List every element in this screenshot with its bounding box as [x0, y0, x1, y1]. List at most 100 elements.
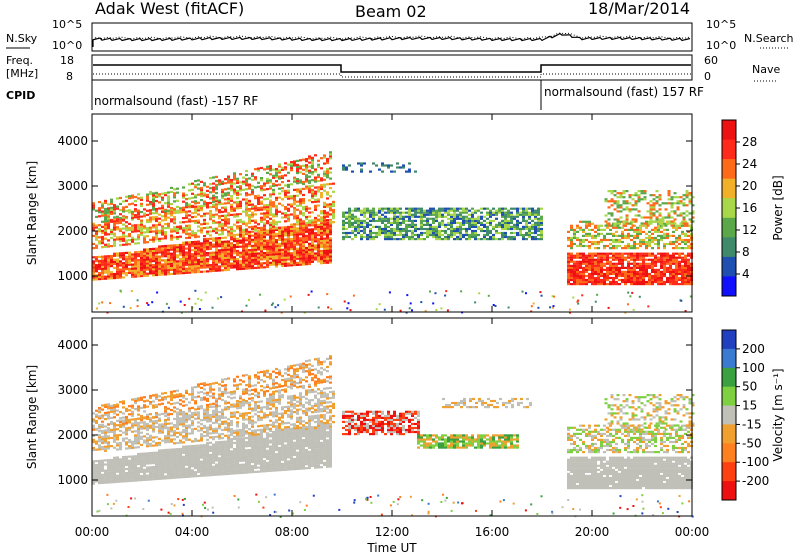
- noise-cell: [572, 296, 575, 299]
- noise-traces: [92, 32, 691, 47]
- echo-cell: [146, 231, 149, 234]
- echo-cell: [639, 258, 642, 261]
- echo-cell: [293, 227, 296, 230]
- echo-cell: [305, 230, 308, 233]
- echo-cell: [131, 214, 134, 217]
- echo-cell: [657, 230, 660, 233]
- echo-cell: [522, 225, 525, 228]
- echo-cell: [645, 232, 648, 235]
- echo-cell: [603, 256, 606, 259]
- echo-cell: [667, 216, 671, 219]
- echo-cell: [95, 260, 98, 263]
- echo-cell: [113, 204, 116, 207]
- echo-cell: [110, 277, 113, 280]
- echo-cell: [266, 167, 269, 170]
- echo-cell: [384, 211, 387, 214]
- echo-cell: [408, 219, 411, 222]
- echo-cell: [579, 254, 582, 257]
- echo-cell: [588, 220, 591, 223]
- echo-cell: [299, 165, 302, 168]
- echo-cell: [206, 237, 209, 241]
- echo-cell: [242, 188, 245, 191]
- echo-cell: [185, 241, 188, 244]
- echo-cell: [173, 462, 176, 465]
- echo-cell: [691, 216, 695, 219]
- echo-cell: [269, 263, 272, 266]
- echo-cell: [125, 472, 128, 475]
- echo-cell: [348, 217, 351, 220]
- echo-cell: [453, 231, 456, 235]
- echo-cell: [218, 221, 221, 224]
- echo-cell: [576, 264, 579, 267]
- echo-cell: [98, 478, 101, 481]
- echo-cell: [465, 217, 468, 220]
- echo-cell: [299, 179, 302, 182]
- echo-cell: [278, 169, 281, 172]
- echo-cell: [140, 470, 143, 474]
- echo-cell: [510, 231, 513, 235]
- echo-cell: [323, 255, 326, 258]
- echo-cell: [173, 456, 176, 459]
- echo-cell: [203, 256, 206, 259]
- echo-cell: [687, 276, 690, 280]
- echo-cell: [681, 283, 684, 286]
- echo-cell: [537, 209, 540, 212]
- echo-cell: [224, 236, 227, 239]
- echo-cell: [152, 270, 155, 273]
- echo-cell: [164, 457, 167, 460]
- echo-cell: [305, 174, 308, 177]
- echo-cell: [621, 266, 624, 269]
- echo-cell: [402, 221, 405, 224]
- echo-cell: [134, 210, 137, 213]
- echo-cell: [619, 216, 623, 219]
- echo-cell: [314, 236, 317, 239]
- echo-cell: [648, 276, 651, 280]
- echo-cell: [540, 217, 543, 220]
- echo-cell: [104, 267, 107, 270]
- echo-cell: [197, 235, 200, 238]
- echo-cell: [570, 268, 573, 271]
- echo-cell: [182, 455, 185, 458]
- echo-cell: [137, 273, 140, 276]
- echo-cell: [393, 211, 396, 214]
- echo-cell: [188, 197, 191, 200]
- echo-cell: [284, 206, 287, 209]
- echo-cell: [630, 228, 633, 231]
- echo-cell: [308, 181, 311, 184]
- echo-cell: [182, 208, 185, 212]
- echo-cell: [284, 264, 287, 267]
- echo-cell: [314, 234, 317, 237]
- echo-cell: [131, 479, 134, 482]
- echo-cell: [308, 238, 311, 241]
- echo-cell: [299, 200, 302, 203]
- echo-cell: [299, 227, 302, 230]
- echo-cell: [182, 194, 185, 197]
- echo-cell: [375, 219, 378, 222]
- echo-cell: [345, 221, 348, 224]
- echo-cell: [128, 469, 131, 472]
- echo-cell: [212, 176, 215, 179]
- echo-cell: [263, 226, 266, 229]
- echo-cell: [257, 242, 260, 245]
- echo-cell: [299, 190, 302, 193]
- echo-cell: [122, 456, 125, 459]
- echo-cell: [167, 462, 170, 466]
- echo-cell: [257, 167, 260, 170]
- echo-cell: [573, 268, 576, 271]
- echo-cell: [233, 235, 236, 239]
- echo-cell: [613, 194, 617, 197]
- echo-cell: [646, 224, 650, 227]
- echo-cell: [104, 471, 107, 474]
- echo-cell: [390, 231, 393, 235]
- echo-cell: [299, 263, 302, 266]
- echo-cell: [164, 249, 167, 252]
- echo-cell: [128, 195, 131, 198]
- echo-cell: [266, 181, 269, 185]
- echo-cell: [167, 260, 170, 264]
- echo-cell: [131, 461, 134, 464]
- echo-cell: [534, 209, 537, 212]
- echo-cell: [263, 228, 266, 231]
- echo-cell: [164, 463, 167, 466]
- echo-cell: [128, 269, 131, 272]
- echo-cell: [236, 191, 239, 195]
